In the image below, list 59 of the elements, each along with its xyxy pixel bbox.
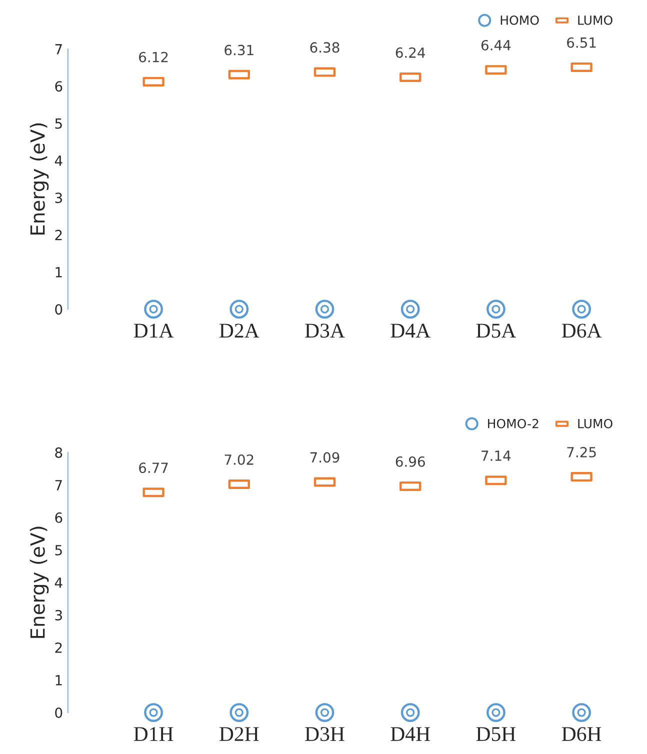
y-tick-label: 6 xyxy=(55,81,62,92)
y-tick-label: 5 xyxy=(55,545,62,556)
legend-label: LUMO xyxy=(578,15,612,25)
x-tick-label: D4H xyxy=(390,727,430,741)
data-label: 6.31 xyxy=(224,44,254,56)
data-label: 6.12 xyxy=(139,52,168,62)
x-tick-label: D2H xyxy=(219,727,259,741)
point xyxy=(230,300,249,319)
y-tick-label: 4 xyxy=(54,156,62,166)
point xyxy=(315,300,334,319)
y-tick-label: 7 xyxy=(55,44,62,54)
y-tick-label: 2 xyxy=(55,230,62,240)
x-tick-label: D3A xyxy=(305,324,345,338)
y-tick-label: 8 xyxy=(55,447,62,458)
y-tick-label: 5 xyxy=(55,118,62,129)
x-tick-label: D6A xyxy=(562,324,602,338)
legend-label: LUMO xyxy=(578,418,612,428)
y-tick-label: 1 xyxy=(56,675,62,686)
point xyxy=(315,703,334,722)
y-tick-label: 3 xyxy=(55,610,62,620)
x-tick-label: D1H xyxy=(134,727,174,741)
data-label: 7.25 xyxy=(567,446,596,458)
point xyxy=(400,703,420,722)
x-tick-label: D3H xyxy=(305,727,344,742)
x-tick-label: D6H xyxy=(562,727,602,742)
point xyxy=(144,703,163,722)
x-tick-label: D5A xyxy=(476,324,516,338)
data-label: 6.77 xyxy=(139,462,168,474)
data-label: 6.51 xyxy=(567,37,596,48)
point xyxy=(400,300,420,319)
point xyxy=(572,300,591,319)
x-tick-label: D2A xyxy=(219,324,260,338)
y-tick-label: 2 xyxy=(55,642,62,653)
y-axis-title: Energy (eV) xyxy=(30,526,49,638)
y-tick-label: 7 xyxy=(55,480,62,490)
legend-label: HOMO xyxy=(500,15,539,25)
point xyxy=(230,703,249,722)
data-label: 6.96 xyxy=(396,456,425,467)
data-label: 7.09 xyxy=(310,452,340,463)
data-label: 7.02 xyxy=(224,454,254,465)
y-tick-label: 4 xyxy=(54,578,62,588)
y-tick-label: 6 xyxy=(55,512,62,523)
data-label: 6.44 xyxy=(481,40,511,50)
point xyxy=(144,300,163,319)
point xyxy=(572,703,591,722)
data-label: 7.14 xyxy=(482,450,511,461)
point xyxy=(486,300,506,319)
y-tick-label: 0 xyxy=(55,708,62,718)
y-tick-label: 0 xyxy=(55,304,62,315)
y-axis-title: Energy (eV) xyxy=(30,123,49,235)
x-tick-label: D5H xyxy=(476,727,516,742)
data-label: 6.24 xyxy=(396,47,426,58)
y-tick-label: 3 xyxy=(55,192,62,204)
data-label: 6.38 xyxy=(310,42,340,53)
y-tick-label: 1 xyxy=(56,267,62,278)
x-tick-label: D4A xyxy=(390,324,430,338)
x-tick-label: D1A xyxy=(134,324,174,338)
legend-label: HOMO-2 xyxy=(488,418,538,428)
point xyxy=(486,703,506,722)
